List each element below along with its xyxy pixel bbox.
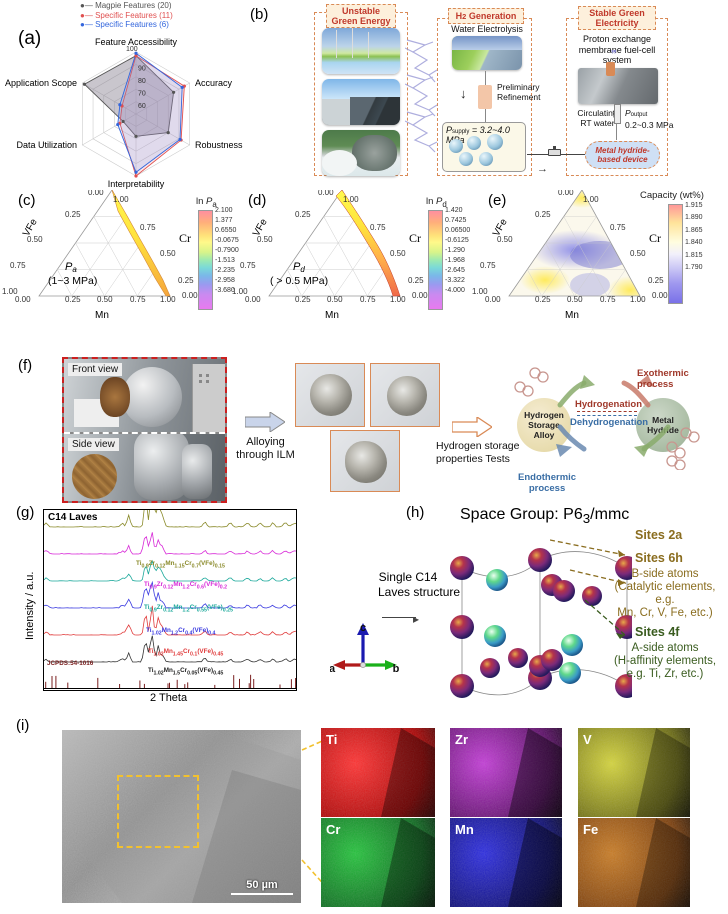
svg-text:0.25: 0.25	[408, 276, 424, 285]
svg-text:0.00: 0.00	[88, 190, 104, 197]
svg-text:0.00: 0.00	[245, 295, 261, 304]
svg-text:Mn: Mn	[325, 310, 339, 321]
svg-text:Mn: Mn	[565, 310, 579, 321]
svg-text:0.25: 0.25	[178, 276, 194, 285]
svg-text:80: 80	[138, 78, 146, 85]
svg-text:0.75: 0.75	[10, 261, 26, 270]
svg-text:0.25: 0.25	[648, 276, 664, 285]
svg-text:0.25: 0.25	[535, 295, 551, 304]
svg-text:0.00: 0.00	[318, 190, 334, 197]
svg-text:Mn: Mn	[95, 310, 109, 321]
svg-text:0.00: 0.00	[412, 291, 428, 300]
svg-text:0.00: 0.00	[182, 291, 198, 300]
svg-text:0.50: 0.50	[567, 295, 583, 304]
svg-text:100: 100	[126, 46, 138, 53]
svg-text:0.25: 0.25	[65, 295, 81, 304]
svg-text:0.50: 0.50	[160, 249, 176, 258]
svg-text:Application Scope: Application Scope	[5, 78, 77, 88]
svg-text:Pd: Pd	[293, 261, 305, 274]
svg-text:Cr: Cr	[649, 231, 661, 245]
svg-text:0.00: 0.00	[485, 295, 501, 304]
svg-text:90: 90	[138, 66, 146, 73]
svg-text:1.00: 1.00	[343, 195, 359, 204]
svg-text:0.25: 0.25	[535, 210, 551, 219]
svg-text:0.25: 0.25	[295, 210, 311, 219]
svg-text:0.25: 0.25	[295, 295, 311, 304]
svg-text:Feature Accessibility: Feature Accessibility	[95, 37, 178, 47]
svg-text:1.00: 1.00	[160, 295, 176, 304]
svg-text:0.75: 0.75	[610, 223, 626, 232]
svg-text:1.00: 1.00	[113, 195, 129, 204]
svg-text:1.00: 1.00	[583, 195, 599, 204]
svg-text:Cr: Cr	[409, 231, 421, 245]
svg-text:0.50: 0.50	[97, 295, 113, 304]
svg-text:Accuracy: Accuracy	[195, 78, 233, 88]
svg-text:0.75: 0.75	[140, 223, 156, 232]
svg-text:0.75: 0.75	[480, 261, 496, 270]
svg-text:0.75: 0.75	[360, 295, 376, 304]
svg-text:( > 0.5 MPa): ( > 0.5 MPa)	[270, 275, 328, 287]
svg-text:0.00: 0.00	[652, 291, 668, 300]
svg-text:Robustness: Robustness	[195, 140, 243, 150]
svg-text:Cr: Cr	[179, 231, 191, 245]
svg-text:0.00: 0.00	[558, 190, 574, 197]
svg-text:(1~3 MPa): (1~3 MPa)	[48, 275, 97, 287]
svg-text:60: 60	[138, 103, 146, 110]
svg-text:b: b	[393, 663, 400, 675]
svg-text:70: 70	[138, 90, 146, 97]
svg-text:1.00: 1.00	[390, 295, 406, 304]
svg-text:a: a	[330, 663, 336, 675]
svg-text:Data Utilization: Data Utilization	[16, 140, 77, 150]
svg-text:0.75: 0.75	[240, 261, 256, 270]
svg-text:0.50: 0.50	[327, 295, 343, 304]
svg-text:0.00: 0.00	[15, 295, 31, 304]
svg-text:0.50: 0.50	[630, 249, 646, 258]
svg-text:c: c	[360, 622, 366, 634]
svg-text:0.50: 0.50	[390, 249, 406, 258]
svg-text:Interpretability: Interpretability	[108, 179, 165, 189]
svg-text:0.75: 0.75	[130, 295, 146, 304]
svg-text:Pa: Pa	[65, 261, 77, 274]
svg-text:1.00: 1.00	[630, 295, 646, 304]
svg-text:0.25: 0.25	[65, 210, 81, 219]
svg-text:0.75: 0.75	[370, 223, 386, 232]
svg-text:0.75: 0.75	[600, 295, 616, 304]
